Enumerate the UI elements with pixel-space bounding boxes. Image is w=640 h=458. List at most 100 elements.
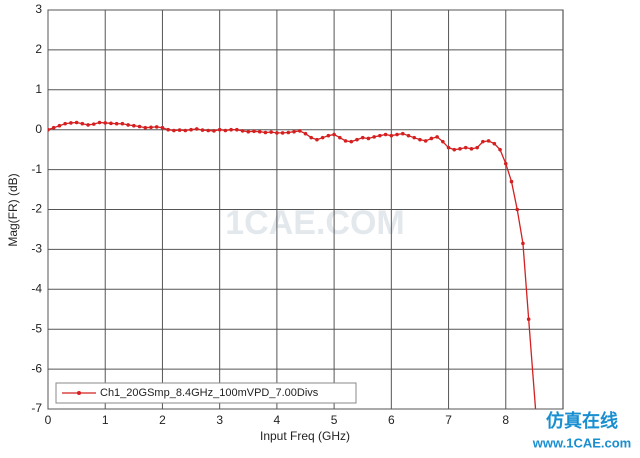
- point: [63, 121, 67, 126]
- point: [212, 129, 216, 133]
- point: [429, 136, 434, 141]
- point: [521, 241, 525, 246]
- point: [177, 128, 182, 132]
- point: [154, 125, 159, 129]
- point: [315, 137, 319, 142]
- point: [338, 135, 342, 140]
- point: [389, 133, 394, 138]
- point: [57, 123, 62, 128]
- y-tick-label: 1: [35, 82, 42, 96]
- y-tick-label: 2: [35, 42, 42, 56]
- point: [395, 132, 399, 137]
- x-tick-label: 0: [45, 413, 52, 427]
- point: [235, 127, 239, 132]
- point: [217, 127, 222, 132]
- point: [280, 131, 285, 135]
- point: [515, 207, 520, 212]
- point: [452, 147, 457, 152]
- point: [223, 128, 228, 133]
- y-tick-label: -4: [31, 281, 42, 295]
- x-tick-label: 8: [502, 413, 509, 427]
- point: [229, 127, 233, 132]
- point: [275, 131, 279, 135]
- point: [51, 125, 56, 130]
- y-axis-label: Mag(FR) (dB): [6, 173, 20, 246]
- point: [132, 123, 136, 128]
- point: [143, 125, 148, 130]
- point: [406, 133, 411, 138]
- point: [360, 135, 365, 140]
- point: [109, 121, 113, 126]
- point: [435, 135, 439, 139]
- point: [48, 127, 50, 132]
- point: [492, 141, 497, 146]
- y-tick-label: -6: [31, 361, 42, 375]
- point: [383, 132, 388, 137]
- point: [120, 121, 125, 126]
- point: [446, 145, 451, 150]
- point: [297, 129, 302, 133]
- x-axis-label: Input Freq (GHz): [260, 429, 350, 443]
- point: [400, 131, 405, 136]
- point: [292, 129, 296, 134]
- point: [486, 139, 491, 143]
- point: [189, 127, 193, 132]
- point: [91, 122, 96, 126]
- point: [463, 145, 468, 150]
- point: [309, 135, 314, 140]
- y-tick-label: -1: [31, 162, 42, 176]
- point: [97, 120, 102, 125]
- point: [286, 130, 291, 135]
- point: [137, 124, 142, 129]
- point: [332, 132, 336, 137]
- y-tick-label: -7: [31, 401, 42, 415]
- series-group: [48, 120, 537, 409]
- point: [269, 130, 273, 134]
- point: [114, 121, 119, 126]
- point: [80, 121, 85, 126]
- point: [526, 317, 531, 322]
- x-tick-label: 3: [216, 413, 223, 427]
- point: [263, 130, 268, 135]
- point: [366, 136, 371, 141]
- point: [252, 129, 256, 134]
- point: [343, 139, 348, 143]
- legend-marker: [77, 391, 81, 395]
- point: [441, 139, 445, 144]
- point: [240, 129, 245, 133]
- point: [194, 127, 199, 131]
- watermark: 1CAE.COM: [225, 204, 404, 242]
- x-tick-label: 6: [388, 413, 395, 427]
- point: [326, 133, 331, 138]
- y-tick-label: 0: [35, 122, 42, 136]
- y-tick-label: -3: [31, 242, 42, 256]
- point: [503, 161, 508, 166]
- x-tick-label: 5: [331, 413, 338, 427]
- point: [423, 139, 428, 143]
- point: [257, 129, 262, 134]
- point: [183, 128, 188, 133]
- y-tick-label: -5: [31, 321, 42, 335]
- point: [303, 131, 308, 136]
- point: [475, 145, 479, 150]
- y-tick-label: -2: [31, 202, 42, 216]
- point: [160, 125, 165, 130]
- point: [86, 123, 90, 127]
- point: [509, 179, 514, 184]
- legend-box: [55, 382, 357, 404]
- point: [355, 137, 359, 142]
- footer-cn: 仿真在线: [546, 410, 618, 431]
- point: [126, 123, 130, 127]
- point: [69, 121, 73, 125]
- x-tick-label: 2: [159, 413, 166, 427]
- legend-label: Ch1_20GSmp_8.4GHz_100mVPD_7.00Divs: [100, 387, 319, 399]
- x-tick-label: 4: [274, 413, 281, 427]
- point: [469, 147, 474, 151]
- point: [481, 139, 485, 144]
- point: [74, 120, 79, 125]
- point: [103, 121, 108, 125]
- footer-url: www.1CAE.com: [532, 435, 631, 450]
- y-tick-label: 3: [35, 2, 42, 16]
- point: [372, 135, 376, 139]
